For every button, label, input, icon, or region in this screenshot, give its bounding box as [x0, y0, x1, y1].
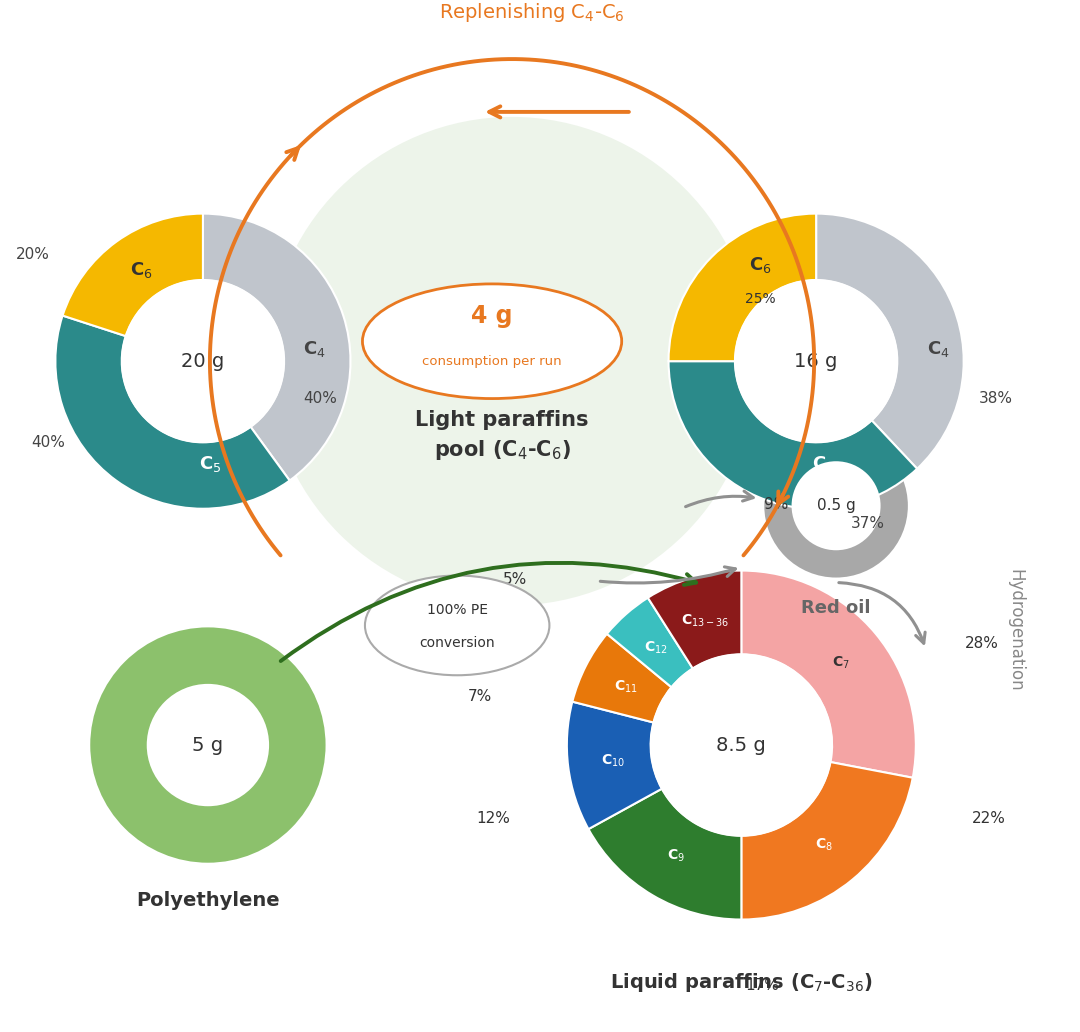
Text: 9%: 9% [764, 496, 788, 512]
Text: C$_{11}$: C$_{11}$ [615, 678, 638, 695]
Wedge shape [63, 214, 203, 336]
Wedge shape [567, 702, 662, 829]
Text: conversion: conversion [419, 637, 495, 650]
Text: 20%: 20% [16, 248, 50, 262]
Text: 12%: 12% [476, 811, 511, 826]
Text: 17%: 17% [745, 978, 780, 994]
Text: Red oil: Red oil [801, 600, 870, 617]
Wedge shape [669, 214, 816, 361]
Wedge shape [203, 214, 351, 481]
Text: 37%: 37% [851, 516, 885, 531]
Text: C$_6$: C$_6$ [130, 260, 152, 280]
Text: 16 g: 16 g [795, 352, 838, 370]
Wedge shape [741, 571, 916, 778]
Text: C$_4$: C$_4$ [303, 340, 326, 359]
Text: 0.5 g: 0.5 g [816, 498, 855, 513]
Text: Hydrogenation: Hydrogenation [1007, 569, 1025, 691]
Text: 8.5 g: 8.5 g [716, 736, 766, 754]
Text: 38%: 38% [978, 390, 1012, 406]
Ellipse shape [365, 576, 550, 675]
Wedge shape [607, 598, 692, 687]
Text: 5 g: 5 g [192, 736, 224, 754]
Text: 22%: 22% [972, 811, 1007, 826]
Text: C$_8$: C$_8$ [814, 836, 833, 852]
Text: Light paraffins
pool (C$_4$-C$_6$): Light paraffins pool (C$_4$-C$_6$) [416, 411, 589, 461]
Text: 5%: 5% [502, 572, 527, 587]
Text: 28%: 28% [966, 637, 999, 651]
Text: C$_{13-36}$: C$_{13-36}$ [681, 613, 729, 630]
Text: C$_{10}$: C$_{10}$ [602, 753, 625, 770]
Text: Replenishing C$_4$-C$_6$: Replenishing C$_4$-C$_6$ [440, 1, 625, 24]
Text: C$_4$: C$_4$ [927, 340, 949, 359]
Wedge shape [816, 214, 963, 469]
Text: 4 g: 4 g [471, 304, 513, 328]
Circle shape [268, 117, 756, 606]
Text: Liquid paraffins (C$_7$-C$_{36}$): Liquid paraffins (C$_7$-C$_{36}$) [610, 971, 873, 995]
Circle shape [792, 461, 880, 550]
Wedge shape [669, 361, 917, 509]
Text: C$_7$: C$_7$ [832, 654, 850, 671]
Circle shape [147, 684, 269, 806]
Circle shape [122, 280, 284, 443]
Circle shape [735, 280, 897, 443]
Circle shape [91, 627, 325, 863]
Circle shape [765, 434, 908, 578]
Text: C$_9$: C$_9$ [666, 848, 685, 865]
Text: C$_6$: C$_6$ [748, 255, 771, 276]
Wedge shape [572, 634, 672, 722]
Text: 40%: 40% [303, 390, 337, 406]
Ellipse shape [363, 284, 622, 398]
Wedge shape [55, 316, 289, 509]
Text: 40%: 40% [31, 434, 65, 450]
Wedge shape [648, 571, 741, 669]
Wedge shape [589, 788, 741, 920]
Text: C$_{12}$: C$_{12}$ [644, 640, 667, 656]
Text: 7%: 7% [468, 688, 491, 704]
Text: 25%: 25% [745, 292, 775, 307]
Wedge shape [741, 762, 913, 920]
Text: consumption per run: consumption per run [422, 355, 562, 367]
Text: C$_5$: C$_5$ [199, 454, 221, 475]
Circle shape [650, 654, 832, 836]
Text: C$_5$: C$_5$ [812, 454, 835, 475]
Text: 100% PE: 100% PE [427, 604, 488, 617]
Text: 20 g: 20 g [181, 352, 225, 370]
Text: Polyethylene: Polyethylene [136, 891, 280, 909]
